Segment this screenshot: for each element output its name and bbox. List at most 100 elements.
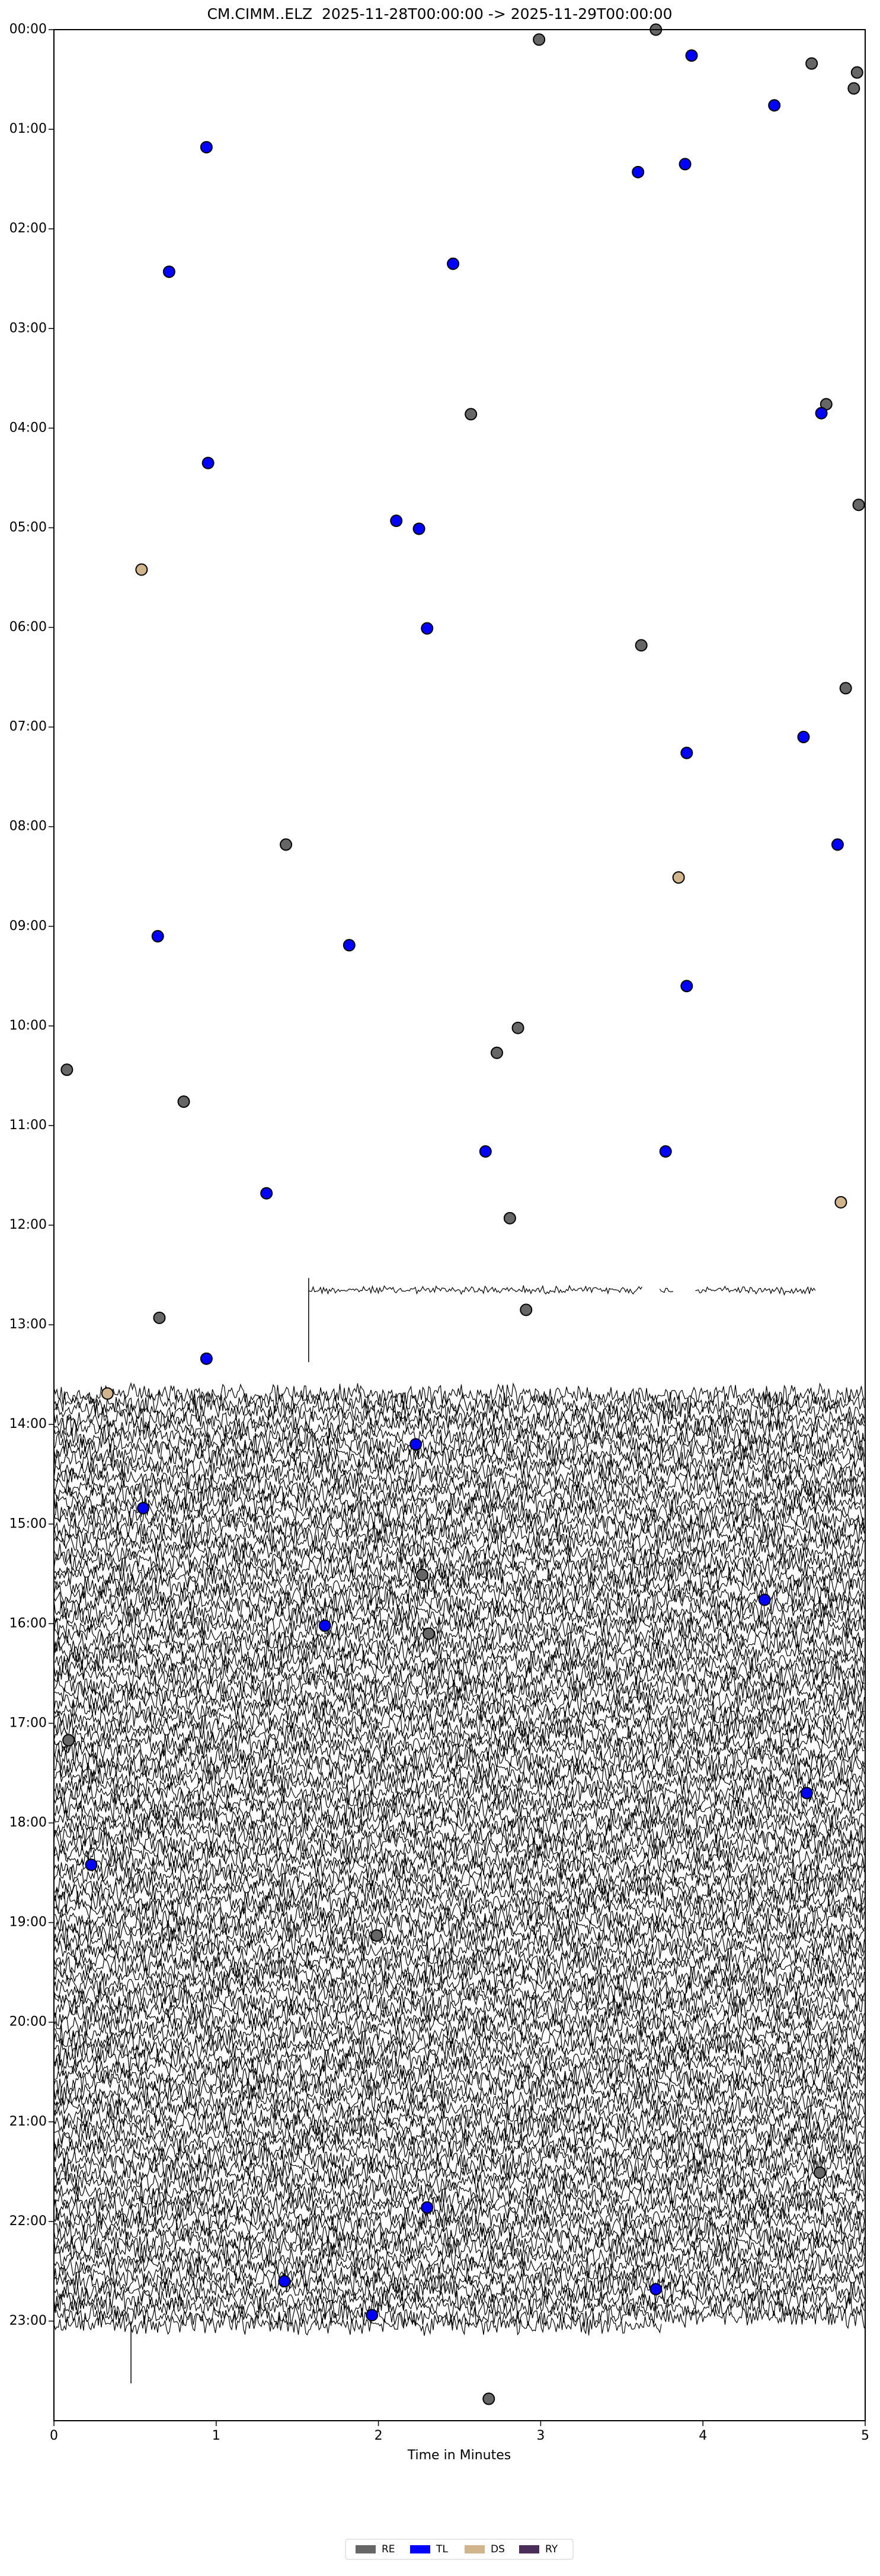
event-marker [280,838,293,851]
chart-title: CM.CIMM..ELZ 2025-11-28T00:00:00 -> 2025… [207,5,672,23]
waveform-trace [53,1639,865,1664]
x-tick-label: 3 [536,2428,545,2443]
waveform-trace [53,2262,865,2288]
waveform-trace [53,1548,865,1574]
event-marker [162,265,175,278]
y-tick-label: 00:00 [9,22,47,37]
waveform-trace [53,1474,865,1499]
waveform-trace [53,2062,865,2088]
event-marker [416,1568,429,1581]
event-marker [503,1212,516,1225]
x-axis-label: Time in Minutes [407,2448,511,2463]
y-tick-label: 01:00 [9,122,47,136]
waveform-trace [53,1821,865,1848]
y-tick-label: 05:00 [9,520,47,535]
waveform-trace [53,2080,865,2104]
y-tick-label: 19:00 [9,1915,47,1930]
y-tick-label: 12:00 [9,1217,47,1232]
waveform-trace [53,1622,865,1648]
x-tick-label: 2 [375,2428,383,2443]
y-tick-label: 17:00 [9,1715,47,1730]
event-marker [412,522,425,535]
waveform-trace [53,1863,865,1888]
y-tick-label: 09:00 [9,919,47,934]
event-marker [200,140,213,154]
waveform-trace [53,1391,865,1415]
waveform-trace [53,2128,865,2154]
waveform-trace [53,1497,865,1522]
event-marker [635,639,648,652]
waveform-trace [53,2271,865,2296]
waveform-trace [53,1856,865,1880]
waveform-trace [53,1655,865,1681]
waveform-trace [53,1580,865,1606]
waveform-trace [53,1589,865,1615]
event-marker [343,939,356,952]
waveform-trace [53,2137,865,2162]
event-marker [421,2201,434,2214]
waveform-trace [53,1506,865,1532]
waveform-trace [53,1597,865,1623]
waveform-trace [53,1698,865,1722]
waveform-trace [53,1714,865,1739]
waveform-trace [53,1514,865,1541]
waveform-trace [53,2038,865,2063]
x-tick-label: 4 [699,2428,707,2443]
waveform-trace [53,2196,865,2221]
y-tick-label: 14:00 [9,1417,47,1431]
y-tick-label: 18:00 [9,1816,47,1830]
waveform-trace [53,1797,865,1822]
waveform-trace [53,2303,865,2329]
plot-marks [60,23,865,2405]
event-marker [520,1303,533,1316]
waveform-trace [53,1931,865,1955]
legend-swatch [410,2545,430,2553]
waveform-trace [53,1773,865,1798]
y-tick-label: 06:00 [9,620,47,635]
event-marker [153,1311,166,1324]
waveform-trace [53,2205,865,2229]
waveform-trace [53,1896,865,1921]
event-marker [839,682,852,695]
waveform-trace [53,1449,865,1474]
event-marker [797,730,810,743]
event-marker [680,746,693,759]
waveform-trace [53,2021,865,2047]
waveform-trace [53,1482,865,1507]
waveform-trace [53,2096,865,2120]
waveform-trace [53,1996,865,2021]
y-tick-label: 07:00 [9,720,47,734]
event-marker [422,1627,435,1640]
waveform-trace [53,2163,865,2187]
event-marker [62,1734,75,1747]
waveform-trace [53,1780,865,1805]
event-marker [200,1352,213,1365]
waveform-trace [53,1407,865,1432]
x-tick-label: 5 [861,2428,869,2443]
event-marker [680,980,693,993]
waveform-trace [53,1705,865,1731]
waveform-trace [53,1813,865,1839]
waveform-trace [53,2014,865,2038]
waveform-trace [53,1440,865,1465]
waveform-trace [53,2211,865,2236]
waveform-trace [53,1755,865,1781]
x-tick-label: 0 [50,2428,58,2443]
waveform-trace [53,2053,865,2079]
waveform-trace [53,1890,865,1914]
y-tick-label: 10:00 [9,1018,47,1033]
event-marker [421,622,434,635]
event-marker [318,1619,331,1632]
event-marker [852,498,865,512]
legend-swatch [356,2545,376,2553]
waveform-trace [53,2121,865,2146]
waveform-trace [53,1532,865,1557]
event-marker [649,2283,663,2296]
event-marker [390,514,403,528]
event-marker [758,1593,771,1606]
waveform-trace [53,1970,865,1996]
event-marker [815,407,828,420]
waveform-trace [53,1539,865,1564]
legend-swatch [465,2545,485,2553]
